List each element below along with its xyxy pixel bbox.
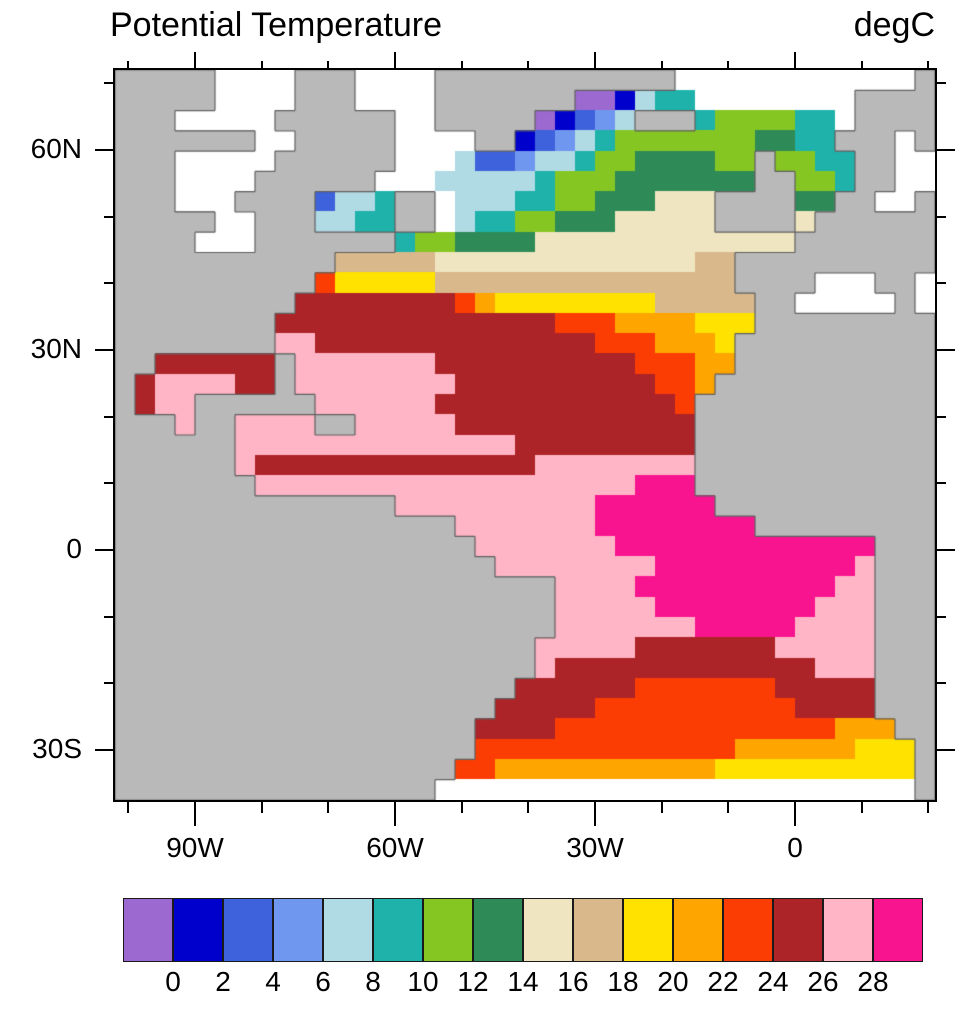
colorbar-swatch [123,898,173,962]
x-tick [394,52,396,68]
y-tick-label: 30S [32,733,82,764]
colorbar-swatch [323,898,373,962]
y-tick [937,482,946,485]
y-tick-label: 30N [30,333,82,364]
units-label: degC [853,6,935,44]
x-tick [727,802,730,813]
y-tick [937,282,946,285]
x-tick-label: 60W [366,832,424,863]
x-tick [194,802,196,826]
colorbar-swatch [423,898,473,962]
colorbar-swatch [873,898,923,962]
x-tick [460,61,463,68]
colorbar-label: 20 [657,966,689,997]
y-tick [95,549,113,551]
x-tick [127,61,130,68]
x-tick [727,61,730,68]
x-tick [260,802,263,813]
x-tick [394,802,396,826]
colorbar-swatch [373,898,423,962]
x-tick [194,52,196,68]
colorbar-label: 12 [457,966,489,997]
x-tick [327,802,330,813]
x-tick [860,61,863,68]
x-tick [594,52,596,68]
y-tick [104,682,113,685]
map-canvas [115,70,935,800]
x-tick [927,802,930,813]
y-tick [104,482,113,485]
x-tick [594,802,596,826]
y-tick [104,415,113,418]
colorbar-swatch [223,898,273,962]
colorbar-swatch [623,898,673,962]
y-tick [937,415,946,418]
y-tick [95,749,113,751]
y-tick [95,149,113,151]
y-tick [937,682,946,685]
y-tick [937,82,946,85]
colorbar-swatch [273,898,323,962]
x-tick [527,61,530,68]
x-tick [127,802,130,813]
colorbar-label: 16 [557,966,589,997]
colorbar-swatch [723,898,773,962]
colorbar-swatch [173,898,223,962]
colorbar-swatch [523,898,573,962]
y-tick-label: 60N [30,133,82,164]
colorbar-swatch [673,898,723,962]
x-tick-label: 90W [166,832,224,863]
colorbar-label: 22 [707,966,739,997]
y-tick [95,349,113,351]
y-tick [104,82,113,85]
colorbar-label: 28 [857,966,889,997]
colorbar-swatch [573,898,623,962]
x-tick [460,802,463,813]
colorbar-swatch [823,898,873,962]
colorbar-label: 4 [265,966,281,997]
colorbar-label: 6 [315,966,331,997]
colorbar-label: 10 [407,966,439,997]
x-tick [794,802,796,826]
x-tick [794,52,796,68]
y-tick [937,149,955,151]
plot-title: Potential Temperature [110,6,443,44]
colorbar-label: 26 [807,966,839,997]
x-tick [660,802,663,813]
y-tick [937,549,955,551]
y-tick [104,282,113,285]
x-tick [860,802,863,813]
colorbar-swatch [473,898,523,962]
colorbar-label: 14 [507,966,539,997]
colorbar-label: 2 [215,966,231,997]
colorbar-label: 0 [165,966,181,997]
colorbar-label: 24 [757,966,789,997]
x-tick-label: 30W [566,832,624,863]
y-tick [937,749,955,751]
colorbar-swatch [773,898,823,962]
y-tick [104,615,113,618]
y-tick [104,215,113,218]
colorbar-label: 8 [365,966,381,997]
x-tick [527,802,530,813]
x-tick-label: 0 [787,832,803,863]
x-tick [327,61,330,68]
y-tick-label: 0 [66,533,82,564]
x-tick [927,61,930,68]
x-tick [260,61,263,68]
map-frame [113,68,937,802]
y-tick [937,215,946,218]
colorbar-label: 18 [607,966,639,997]
y-tick [937,349,955,351]
x-tick [660,61,663,68]
y-tick [937,615,946,618]
